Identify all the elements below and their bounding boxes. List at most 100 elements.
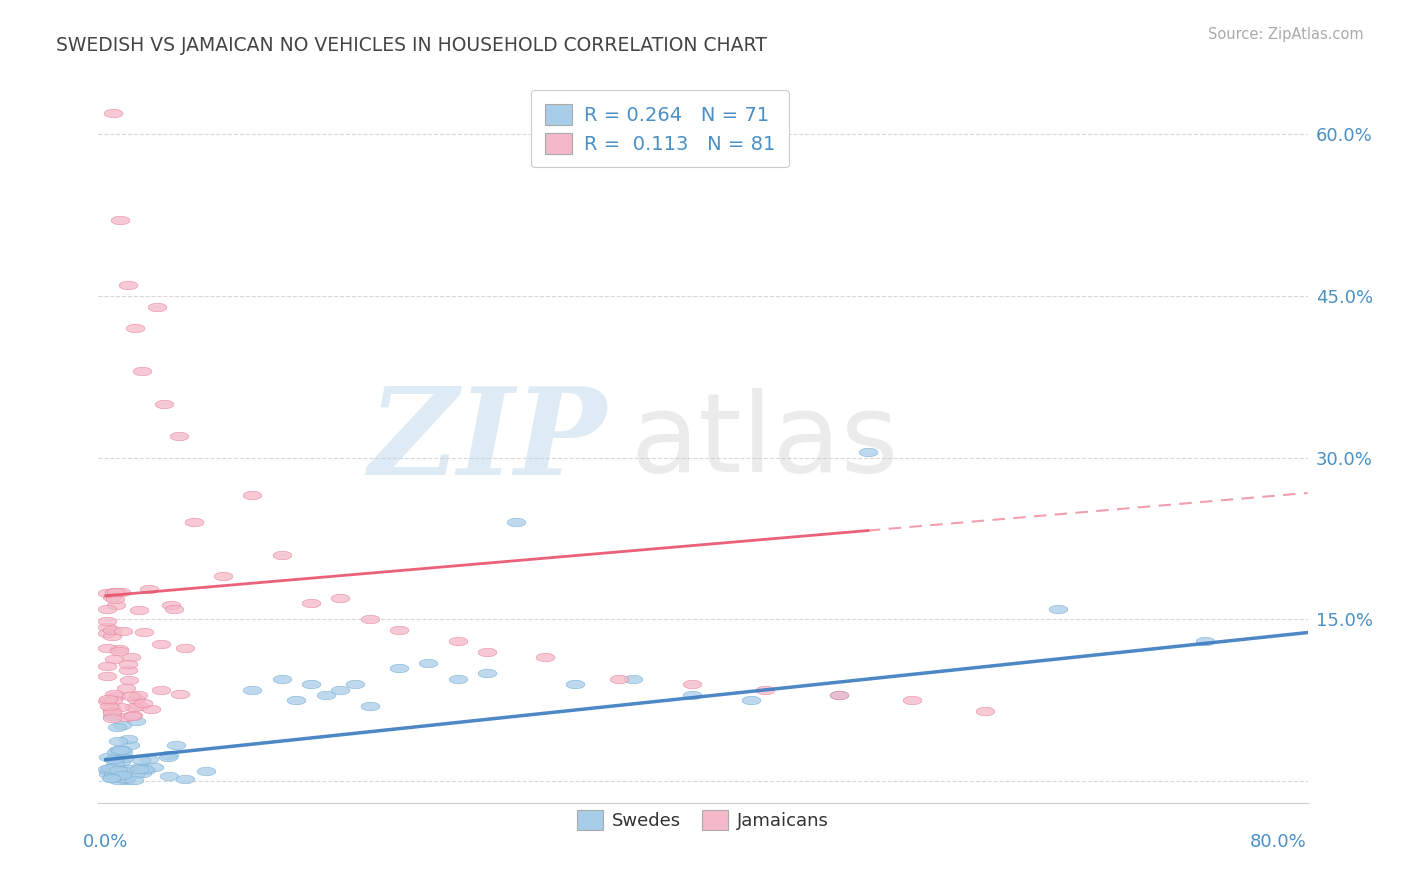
Point [475,645,498,659]
Point [329,591,352,605]
Point [100,591,122,605]
Point [96,641,118,656]
Point [138,582,160,597]
Text: atlas: atlas [630,388,898,495]
Point [240,682,263,697]
Point [754,682,776,697]
Point [128,602,150,616]
Point [212,569,235,583]
Point [607,672,630,686]
Point [115,773,138,788]
Point [103,760,125,774]
Point [388,661,411,675]
Point [100,771,122,785]
Point [96,601,118,615]
Text: SWEDISH VS JAMAICAN NO VEHICLES IN HOUSEHOLD CORRELATION CHART: SWEDISH VS JAMAICAN NO VEHICLES IN HOUSE… [56,36,768,54]
Point [96,767,118,781]
Point [101,105,124,120]
Point [124,321,146,335]
Point [117,664,139,678]
Point [740,693,762,707]
Point [111,743,134,757]
Point [142,760,165,774]
Point [111,718,134,732]
Point [105,598,128,612]
Point [117,278,139,293]
Point [96,626,118,640]
Text: Source: ZipAtlas.com: Source: ZipAtlas.com [1208,27,1364,42]
Point [138,752,160,766]
Point [110,584,132,599]
Point [115,681,138,696]
Point [149,682,172,697]
Point [122,773,145,788]
Point [103,752,125,766]
Point [101,629,124,643]
Point [107,733,129,747]
Point [127,688,149,702]
Point [270,672,292,686]
Point [446,672,468,686]
Point [359,698,381,713]
Point [173,640,195,655]
Point [564,677,586,691]
Point [856,445,879,459]
Point [165,738,187,752]
Point [100,701,122,715]
Point [115,710,138,724]
Point [117,731,139,746]
Point [183,516,205,530]
Text: 0.0%: 0.0% [83,833,128,851]
Point [105,585,128,599]
Point [163,602,186,616]
Point [112,624,135,638]
Point [160,598,183,612]
Point [101,705,124,719]
Text: 80.0%: 80.0% [1250,833,1306,851]
Point [115,762,138,776]
Point [96,586,118,600]
Point [118,673,141,687]
Point [118,739,141,753]
Point [329,682,352,697]
Point [121,709,143,723]
Point [104,592,127,607]
Point [107,763,129,777]
Point [315,688,337,702]
Point [96,762,118,776]
Point [112,772,135,787]
Point [108,642,131,657]
Point [103,584,125,599]
Point [418,656,440,670]
Point [96,659,118,673]
Point [149,637,172,651]
Point [97,691,120,706]
Point [96,620,118,634]
Point [153,397,176,411]
Point [108,643,131,657]
Point [343,677,366,691]
Point [97,764,120,778]
Point [134,762,156,776]
Point [475,666,498,681]
Point [96,669,118,683]
Point [146,300,169,314]
Point [110,755,132,769]
Point [299,677,322,691]
Point [105,720,128,734]
Point [101,709,124,723]
Point [101,711,124,725]
Point [96,693,118,707]
Point [167,429,190,443]
Point [108,700,131,714]
Point [122,700,145,714]
Point [111,767,134,781]
Point [131,766,153,780]
Point [827,688,849,702]
Point [104,756,127,771]
Point [111,768,134,782]
Point [128,699,150,714]
Point [901,693,924,707]
Point [157,749,180,764]
Point [141,702,163,716]
